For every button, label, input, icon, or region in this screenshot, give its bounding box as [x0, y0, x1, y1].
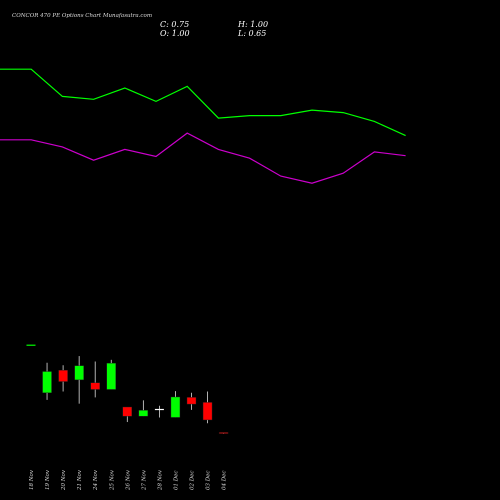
candle-body	[138, 410, 149, 417]
candle-body	[90, 382, 100, 390]
x-tick-label: 21 Nov	[77, 469, 83, 491]
x-tick-label: 19 Nov	[45, 469, 51, 490]
x-tick-label: 18 Nov	[29, 469, 35, 490]
candle-body	[42, 371, 52, 394]
chart-title: CONCOR 470 PE Options Chart Munafasutra.…	[12, 13, 153, 19]
x-tick-label: 25 Nov	[109, 469, 115, 491]
x-tick-label: 04 Dec	[222, 471, 228, 491]
x-tick-label: 01 Dec	[173, 471, 179, 491]
x-tick-label: 20 Nov	[61, 469, 67, 491]
candle-body	[218, 432, 229, 434]
indicator-line-1	[0, 68, 406, 137]
open-readout: O: 1.00	[160, 29, 190, 38]
x-tick-label: 24 Nov	[93, 469, 99, 491]
x-tick-label: 02 Dec	[190, 471, 196, 491]
x-tick-label: 28 Nov	[157, 469, 163, 491]
high-readout: H: 1.00	[238, 20, 269, 29]
x-tick-label: 26 Nov	[125, 469, 131, 491]
candle-body	[106, 362, 116, 390]
low-readout: L: 0.65	[238, 29, 267, 38]
x-tick-label: 03 Dec	[206, 471, 212, 491]
candle-body	[202, 402, 213, 421]
candle-body	[186, 397, 197, 405]
indicator-line-2	[0, 132, 406, 184]
candle-body	[170, 396, 181, 418]
candle-body	[58, 370, 68, 382]
close-readout: C: 0.75	[160, 20, 190, 29]
candle-body	[74, 365, 84, 381]
candle-body	[122, 406, 133, 417]
x-tick-label: 27 Nov	[141, 469, 147, 491]
